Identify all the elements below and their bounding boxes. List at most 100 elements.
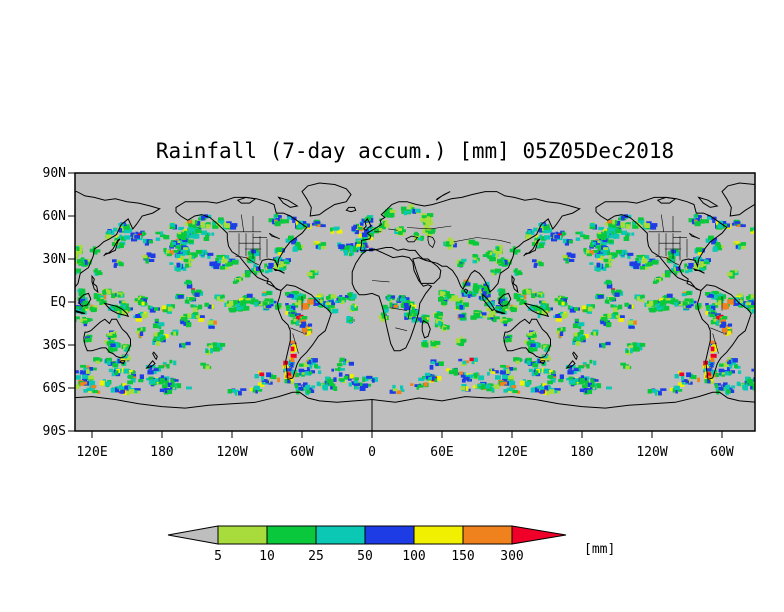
rain-band bbox=[370, 204, 436, 241]
lon-tick-label-6: 60E bbox=[430, 445, 453, 460]
country-border-line bbox=[407, 304, 411, 320]
coastline-tasmania bbox=[539, 360, 546, 365]
axis-ticks bbox=[68, 172, 723, 438]
lon-tick-label-1: 120E bbox=[76, 445, 107, 460]
colorbar-label-300: 300 bbox=[500, 549, 523, 564]
rain-band bbox=[75, 357, 755, 396]
coastline-eurasia bbox=[75, 191, 161, 288]
coastline-australia bbox=[503, 318, 551, 359]
rain-band bbox=[378, 294, 430, 324]
lat-tick-label-90n: 90N bbox=[43, 166, 66, 181]
coastline-japan bbox=[523, 238, 541, 257]
coastline-new-zealand-north bbox=[152, 351, 158, 361]
coastline-cuba bbox=[272, 268, 285, 274]
colorbar-segment-150-300 bbox=[462, 525, 513, 545]
rain-band bbox=[93, 288, 703, 314]
lake-black-sea bbox=[405, 235, 419, 243]
coastline-iceland bbox=[345, 206, 357, 213]
country-border-line bbox=[406, 225, 452, 230]
colorbar: 5 10 25 50 100 150 300 [mm] bbox=[167, 525, 615, 564]
country-border-line bbox=[710, 327, 725, 334]
colorbar-label-150: 150 bbox=[451, 549, 474, 564]
country-border-line bbox=[395, 327, 408, 331]
colorbar-label-100: 100 bbox=[402, 549, 425, 564]
lon-tick-label-2: 180 bbox=[150, 445, 173, 460]
coastline-new-guinea bbox=[523, 302, 550, 318]
country-border-line bbox=[371, 280, 390, 283]
lake-caspian-sea bbox=[427, 235, 436, 249]
coastline-philippines bbox=[91, 274, 99, 294]
coastline-victoria-island bbox=[236, 196, 257, 204]
country-border-line bbox=[712, 333, 719, 354]
lake-great-lakes bbox=[688, 232, 700, 240]
country-border-line bbox=[388, 228, 398, 231]
rain-band bbox=[79, 318, 552, 364]
lon-tick-label-10: 60W bbox=[710, 445, 734, 460]
lon-tick-label-3: 120W bbox=[216, 445, 247, 460]
country-border-line bbox=[655, 255, 679, 265]
coastline-eurasia bbox=[359, 191, 581, 293]
coastline-new-zealand-south bbox=[565, 360, 576, 369]
rain-band bbox=[246, 248, 711, 276]
lat-tick-label-30n: 30N bbox=[43, 252, 66, 267]
coastline-new-guinea bbox=[103, 302, 130, 318]
country-border-line bbox=[292, 333, 299, 354]
colorbar-above-max-arrow bbox=[511, 525, 567, 545]
lake-great-lakes bbox=[268, 232, 280, 240]
colorbar-segment-5-10 bbox=[217, 525, 268, 545]
coastline-new-zealand-south bbox=[145, 360, 156, 369]
coastline-java bbox=[494, 309, 506, 314]
coastline-borneo bbox=[78, 292, 92, 307]
coastline-java bbox=[75, 309, 86, 314]
lon-tick-label-5: 0 bbox=[368, 445, 376, 460]
lon-tick-label-4: 60W bbox=[290, 445, 314, 460]
rain-band bbox=[75, 237, 496, 268]
coastline-borneo bbox=[498, 292, 512, 307]
coastline-greenland bbox=[301, 182, 352, 217]
colorbar-segment-50-100 bbox=[364, 525, 415, 545]
country-border-line bbox=[241, 214, 244, 232]
coastline-greenland bbox=[721, 182, 755, 217]
coastline-africa bbox=[772, 249, 784, 351]
colorbar-label-50: 50 bbox=[357, 549, 373, 564]
lat-tick-label-90s: 90S bbox=[43, 424, 66, 439]
coastline-philippines bbox=[511, 274, 519, 294]
country-border-line bbox=[453, 237, 511, 244]
lat-tick-label-eq: EQ bbox=[50, 295, 66, 310]
rain-band bbox=[75, 244, 523, 276]
lat-tick-label-30s: 30S bbox=[43, 338, 66, 353]
coastline-madagascar bbox=[421, 319, 431, 339]
coastline-arabia bbox=[412, 257, 442, 284]
coastline-iceland bbox=[766, 207, 775, 211]
coastline-japan bbox=[103, 238, 121, 257]
country-border-line bbox=[235, 255, 259, 265]
country-border-line bbox=[389, 307, 408, 311]
coastline-great-britain bbox=[363, 218, 372, 231]
colorbar-label-5: 5 bbox=[214, 549, 222, 564]
rain-band bbox=[133, 311, 646, 355]
coastline-antarctica bbox=[75, 391, 373, 431]
rain-band bbox=[169, 214, 652, 240]
colorbar-segment-100-150 bbox=[413, 525, 464, 545]
coastline-tasmania bbox=[119, 360, 126, 365]
coastline-north-america bbox=[175, 196, 308, 291]
coastline-south-america bbox=[276, 284, 332, 381]
coastline-novaya-zemlya bbox=[435, 191, 451, 201]
lat-tick-label-60n: 60N bbox=[43, 209, 66, 224]
coastline-sumatra bbox=[482, 293, 496, 312]
coastline-antarctica bbox=[371, 391, 755, 431]
lon-tick-label-7: 120E bbox=[496, 445, 527, 460]
rain-band bbox=[296, 297, 736, 336]
coastline-south-america bbox=[696, 284, 752, 381]
country-border-line bbox=[661, 214, 664, 232]
coastline-new-zealand-north bbox=[572, 351, 578, 361]
lat-tick-label-60s: 60S bbox=[43, 381, 66, 396]
coastline-baffin-island bbox=[697, 196, 719, 208]
coastline-cuba bbox=[692, 268, 705, 274]
plot-title: Rainfall (7-day accum.) [mm] 05Z05Dec201… bbox=[156, 139, 674, 163]
coastline-africa bbox=[351, 248, 433, 352]
coastline-baffin-island bbox=[277, 196, 299, 208]
lat-axis-labels: 90N 60N 30N EQ 30S 60S 90S bbox=[43, 166, 67, 439]
